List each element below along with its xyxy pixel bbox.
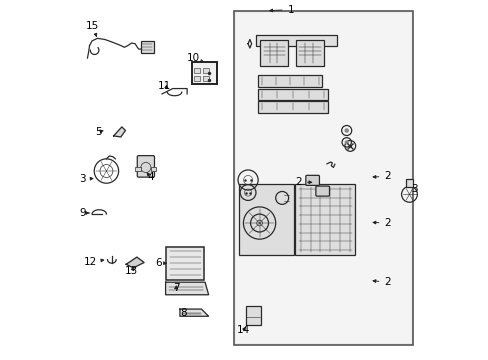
FancyBboxPatch shape	[194, 68, 200, 73]
Text: 7: 7	[172, 283, 179, 293]
Text: 12: 12	[83, 257, 103, 267]
FancyBboxPatch shape	[256, 35, 336, 46]
Text: 15: 15	[86, 21, 99, 36]
FancyBboxPatch shape	[305, 175, 319, 185]
FancyBboxPatch shape	[260, 40, 287, 66]
Text: 6: 6	[155, 258, 166, 268]
Polygon shape	[113, 127, 125, 137]
Text: 3: 3	[79, 174, 93, 184]
Text: 13: 13	[124, 266, 138, 276]
Polygon shape	[165, 282, 208, 295]
Text: 5: 5	[96, 127, 103, 136]
FancyBboxPatch shape	[258, 101, 327, 113]
Text: 8: 8	[180, 309, 186, 318]
FancyBboxPatch shape	[140, 41, 154, 53]
Text: 4: 4	[147, 172, 154, 182]
FancyBboxPatch shape	[151, 167, 156, 171]
FancyBboxPatch shape	[245, 306, 260, 325]
FancyBboxPatch shape	[194, 76, 200, 81]
Bar	[235, 13, 410, 343]
FancyBboxPatch shape	[191, 62, 216, 84]
Text: 3: 3	[410, 184, 417, 194]
Text: 2: 2	[295, 177, 311, 187]
Polygon shape	[180, 309, 208, 316]
Text: 2: 2	[372, 277, 390, 287]
FancyBboxPatch shape	[203, 76, 208, 81]
Text: 2: 2	[372, 218, 390, 228]
FancyBboxPatch shape	[137, 156, 154, 177]
Text: 14: 14	[237, 325, 250, 335]
FancyBboxPatch shape	[239, 184, 294, 255]
FancyBboxPatch shape	[295, 40, 324, 66]
Text: 1: 1	[269, 5, 294, 15]
Circle shape	[344, 140, 348, 144]
FancyBboxPatch shape	[135, 167, 140, 171]
Text: 9: 9	[80, 208, 89, 218]
Bar	[233, 12, 412, 345]
Polygon shape	[126, 257, 144, 268]
FancyBboxPatch shape	[166, 247, 204, 280]
FancyBboxPatch shape	[294, 184, 355, 255]
Text: 11: 11	[158, 81, 171, 91]
Text: 10: 10	[186, 53, 203, 63]
FancyBboxPatch shape	[258, 89, 327, 100]
FancyBboxPatch shape	[405, 179, 412, 187]
Text: 2: 2	[372, 171, 390, 181]
FancyBboxPatch shape	[203, 68, 208, 73]
FancyBboxPatch shape	[258, 75, 322, 87]
FancyBboxPatch shape	[315, 186, 329, 196]
Circle shape	[344, 128, 348, 133]
